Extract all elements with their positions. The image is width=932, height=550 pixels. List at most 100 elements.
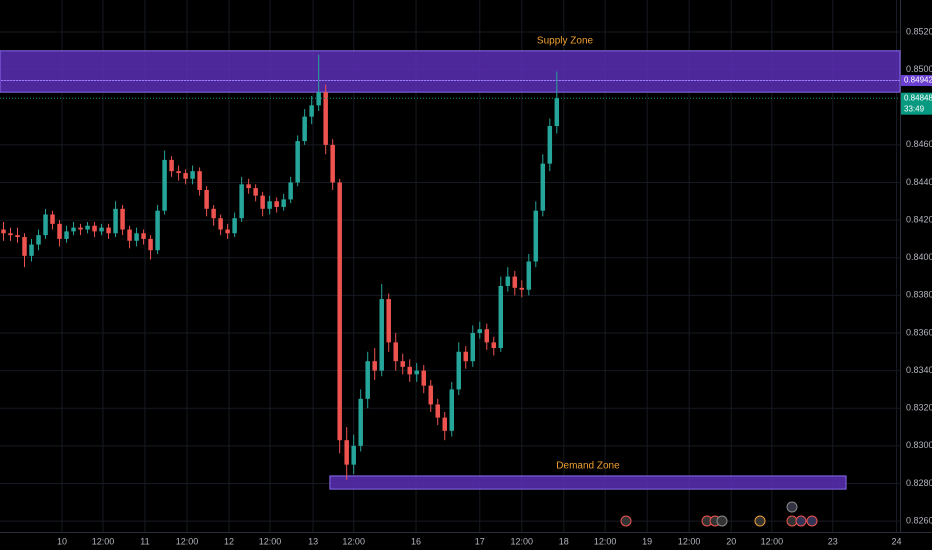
candle-body bbox=[302, 116, 307, 142]
x-tick-label: 23 bbox=[828, 536, 838, 546]
candle-body bbox=[295, 141, 300, 183]
x-tick-label: 12:00 bbox=[342, 536, 365, 546]
candle-body bbox=[281, 199, 286, 207]
candle-body bbox=[253, 188, 258, 196]
candle-body bbox=[330, 144, 335, 183]
candle-body bbox=[470, 332, 476, 362]
candle-body bbox=[141, 233, 146, 239]
event-icon bbox=[795, 515, 807, 527]
candle-body bbox=[211, 208, 216, 219]
candle-body bbox=[50, 214, 55, 224]
candle-body bbox=[512, 276, 518, 288]
candle-body bbox=[547, 126, 553, 164]
y-tick-label: 0.85200 bbox=[906, 26, 932, 36]
candle-body bbox=[456, 351, 461, 390]
x-tick-label: 12:00 bbox=[678, 536, 701, 546]
candle-body bbox=[183, 173, 188, 179]
candle-body bbox=[442, 417, 447, 431]
candle-body bbox=[358, 398, 363, 446]
x-tick-label: 16 bbox=[411, 536, 421, 546]
candle-body bbox=[225, 229, 230, 234]
candle-body bbox=[190, 171, 195, 179]
x-tick-label: 18 bbox=[559, 536, 569, 546]
candle-body bbox=[85, 225, 90, 230]
zone-label: Supply Zone bbox=[537, 35, 594, 46]
zone bbox=[329, 475, 847, 490]
event-icons bbox=[620, 501, 818, 527]
price-label-box bbox=[901, 75, 932, 87]
candle-body bbox=[43, 214, 48, 236]
candle-body bbox=[15, 235, 20, 238]
candle-body bbox=[386, 299, 391, 343]
candle-body bbox=[484, 329, 490, 343]
candle-body bbox=[57, 223, 62, 239]
grid bbox=[0, 0, 900, 532]
candle-body bbox=[351, 445, 356, 465]
candle-body bbox=[99, 227, 104, 232]
candle-body bbox=[435, 404, 440, 418]
candle-body bbox=[260, 195, 265, 209]
candle-body bbox=[204, 190, 209, 209]
price-label: 0.84848 bbox=[904, 93, 932, 102]
event-icon bbox=[806, 515, 818, 527]
candle-body bbox=[134, 233, 139, 241]
x-tick-label: 12:00 bbox=[761, 536, 784, 546]
price-label: 0.84942 bbox=[904, 76, 932, 85]
x-tick-label: 20 bbox=[726, 536, 736, 546]
candle-body bbox=[92, 225, 97, 232]
candle-body bbox=[554, 98, 560, 127]
candle-body bbox=[400, 361, 405, 367]
candle-body bbox=[218, 218, 223, 230]
candle-body bbox=[379, 299, 384, 371]
x-tick-label: 19 bbox=[642, 536, 652, 546]
candle-body bbox=[267, 201, 272, 209]
candle-body bbox=[36, 235, 41, 245]
candle-body bbox=[127, 229, 132, 241]
candle-body bbox=[449, 389, 454, 431]
candle-body bbox=[540, 163, 546, 211]
candle-body bbox=[169, 159, 174, 172]
candle-body bbox=[106, 227, 111, 234]
candle-body bbox=[526, 261, 532, 290]
candle-body bbox=[155, 210, 160, 251]
x-tick-label: 12:00 bbox=[594, 536, 617, 546]
candle-body bbox=[463, 351, 468, 362]
candle-body bbox=[393, 342, 398, 362]
candle-body bbox=[288, 182, 293, 200]
candle-body bbox=[8, 233, 13, 236]
zone bbox=[0, 50, 901, 93]
event-icon bbox=[716, 515, 728, 527]
candle-body bbox=[372, 361, 377, 371]
candle-body bbox=[323, 92, 328, 145]
candle-body bbox=[64, 231, 69, 239]
candle-body bbox=[344, 440, 349, 465]
x-tick-label: 12:00 bbox=[176, 536, 199, 546]
candle-body bbox=[22, 237, 27, 256]
candle-body bbox=[421, 370, 426, 386]
candle-body bbox=[519, 287, 525, 290]
candle-body bbox=[176, 171, 181, 174]
price-label-box bbox=[901, 92, 932, 115]
candle-body bbox=[274, 201, 279, 207]
candle-body bbox=[113, 208, 118, 234]
x-tick-label: 12:00 bbox=[511, 536, 534, 546]
candle-body bbox=[337, 182, 342, 441]
candle-body bbox=[239, 184, 244, 219]
candle-body bbox=[78, 227, 83, 230]
x-tick-label: 12:00 bbox=[259, 536, 282, 546]
candle-body bbox=[148, 238, 153, 251]
candle-body bbox=[533, 210, 539, 262]
candle-body bbox=[29, 244, 34, 256]
zone-label: Demand Zone bbox=[556, 461, 620, 472]
